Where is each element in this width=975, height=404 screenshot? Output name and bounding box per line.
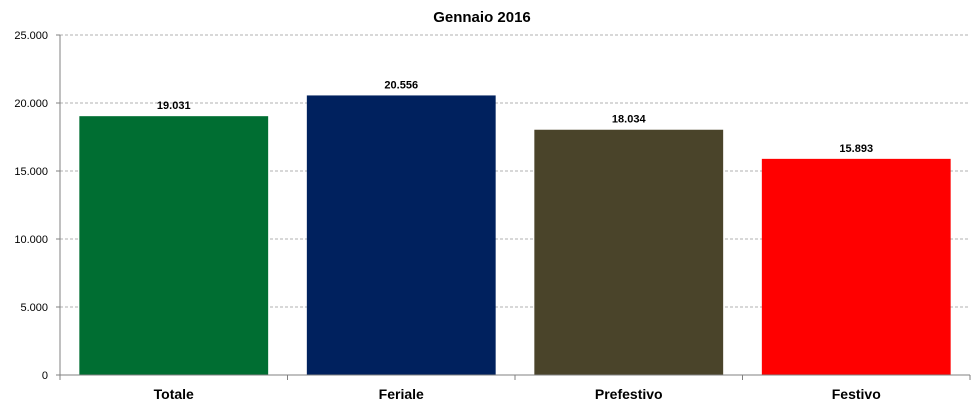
data-label-totale: 19.031 <box>157 100 191 112</box>
data-label-feriale: 20.556 <box>384 79 418 91</box>
bars <box>79 95 951 375</box>
bar-festivo <box>761 158 951 375</box>
bar-prefestivo <box>534 129 724 375</box>
y-axis-ticks: 0 5.000 10.000 15.000 20.000 25.000 <box>14 30 61 382</box>
data-label-festivo: 15.893 <box>839 143 873 155</box>
y-tick-label: 10.000 <box>14 234 48 246</box>
chart-title: Gennaio 2016 <box>433 9 531 26</box>
bar-feriale <box>306 95 496 375</box>
y-tick-label: 20.000 <box>14 98 48 110</box>
x-tick-label-festivo: Festivo <box>832 386 881 402</box>
y-tick-label: 5.000 <box>20 302 48 314</box>
y-tick-label: 25.000 <box>14 30 48 42</box>
data-labels: 19.031 20.556 18.034 15.893 <box>157 79 873 154</box>
data-label-prefestivo: 18.034 <box>612 114 647 126</box>
y-tick-label: 0 <box>42 370 48 382</box>
x-axis-ticks: Totale Feriale Prefestivo Festivo <box>59 375 971 402</box>
x-tick-label-prefestivo: Prefestivo <box>595 386 663 402</box>
x-tick-label-feriale: Feriale <box>379 386 424 402</box>
x-tick-label-totale: Totale <box>154 386 194 402</box>
y-tick-label: 15.000 <box>14 166 48 178</box>
bar-totale <box>79 116 269 375</box>
